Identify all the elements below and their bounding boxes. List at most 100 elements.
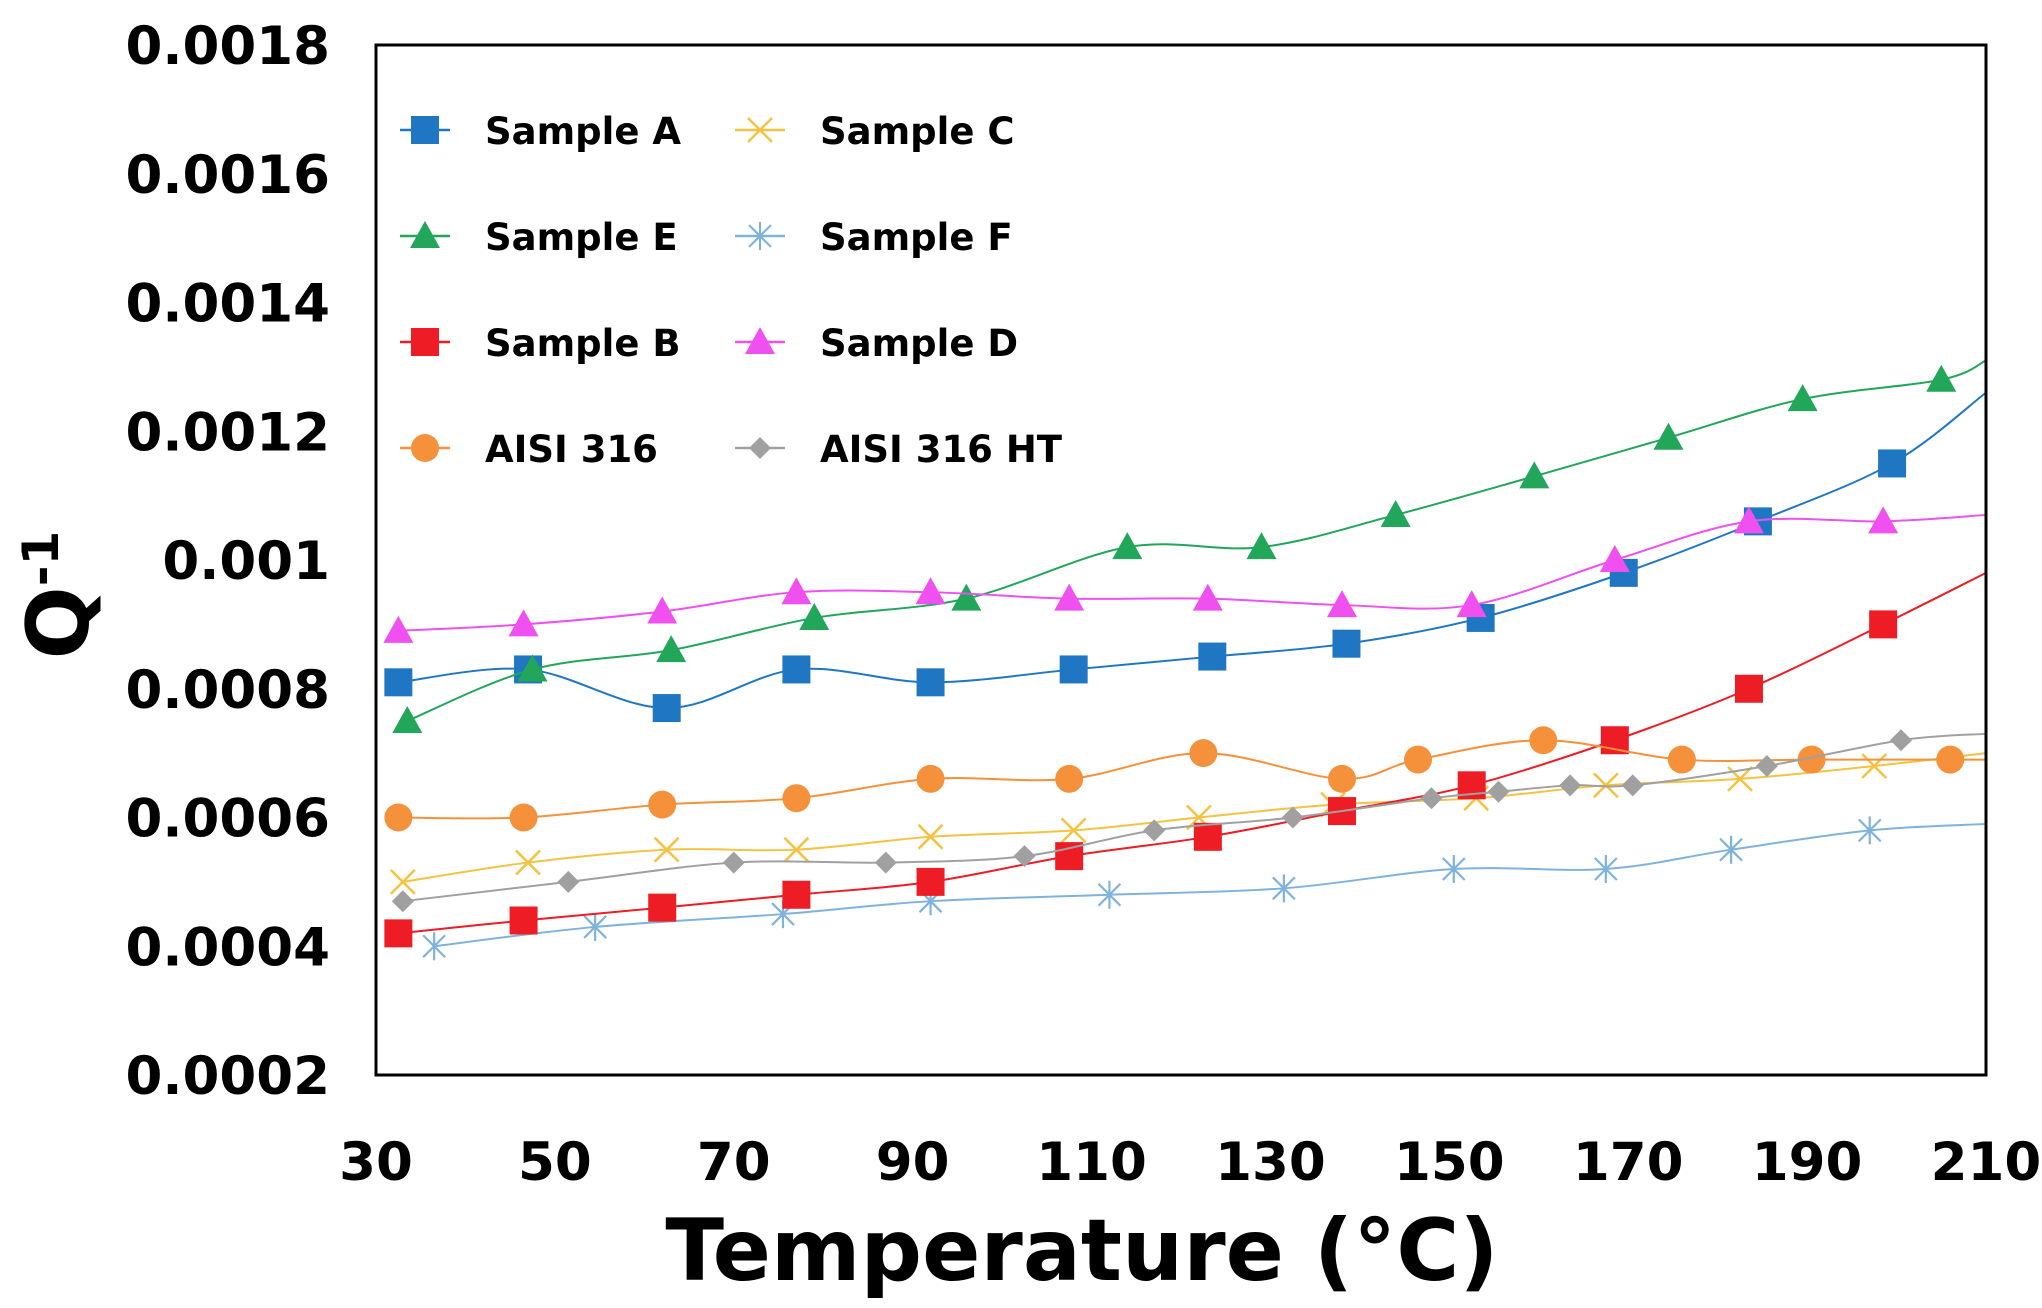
data-point (915, 577, 946, 605)
legend: Sample A Sample C Sample E Sample F Sample B… (400, 110, 1063, 471)
data-point (1857, 816, 1882, 845)
data-point (1327, 590, 1357, 618)
data-point (1878, 449, 1907, 478)
data-point (1246, 532, 1277, 560)
data-point (1667, 745, 1696, 774)
legend-label: AISI 316 HT (820, 428, 1063, 471)
x-tick-label: 70 (697, 1132, 771, 1193)
y-tick-label: 0.0016 (125, 145, 330, 206)
data-point (1059, 655, 1088, 684)
y-axis-title: Q-1 (9, 531, 109, 660)
data-point (1198, 642, 1227, 671)
data-point (1733, 506, 1764, 534)
data-point (384, 803, 413, 832)
series-aisi-316-ht (391, 729, 1987, 913)
legend-item: AISI 316 HT (735, 428, 1063, 471)
data-point (951, 583, 982, 611)
series-line (434, 822, 1987, 948)
data-point (648, 790, 677, 819)
data-point (782, 880, 811, 909)
data-point (509, 803, 538, 832)
data-point (722, 851, 745, 874)
legend-label: Sample D (820, 322, 1018, 365)
data-point (1519, 461, 1550, 489)
data-point (916, 764, 945, 793)
legend-marker (411, 434, 439, 462)
x-tick-label: 150 (1394, 1132, 1505, 1193)
data-point (557, 870, 580, 893)
series-layer (383, 359, 1987, 961)
data-point (1193, 822, 1222, 851)
data-point (647, 596, 678, 624)
data-point (917, 823, 944, 850)
data-point (799, 602, 830, 630)
data-point (1529, 726, 1558, 755)
y-tick-label: 0.0014 (125, 274, 330, 335)
plot-area-frame (374, 43, 1988, 1077)
data-point (422, 932, 446, 961)
legend-item: Sample F (735, 216, 1013, 259)
legend-item: Sample C (735, 110, 1014, 153)
y-tick-label: 0.0004 (125, 917, 330, 978)
legend-marker (411, 116, 439, 144)
data-point (781, 577, 812, 605)
legend-marker (411, 328, 439, 356)
data-point (1653, 422, 1684, 450)
data-point (1787, 384, 1818, 412)
legend-item: AISI 316 (400, 428, 658, 471)
data-point (392, 705, 423, 733)
legend-item: Sample B (400, 322, 681, 365)
data-point (1592, 772, 1619, 799)
y-tick-label: 0.0008 (125, 660, 330, 721)
data-point (1594, 855, 1618, 883)
legend-item: Sample E (400, 216, 678, 259)
data-point (648, 893, 677, 922)
legend-label: Sample C (820, 110, 1014, 153)
x-tick-label: 130 (1215, 1132, 1326, 1193)
data-point (653, 836, 680, 863)
x-tick-label: 30 (339, 1132, 413, 1193)
data-point (509, 906, 538, 935)
y-axis-title-superscript: -1 (12, 531, 70, 587)
legend-marker (745, 327, 775, 354)
data-point (1734, 674, 1763, 703)
data-point (515, 849, 541, 876)
data-point (874, 851, 897, 874)
data-point (1868, 506, 1899, 534)
data-point (384, 919, 413, 948)
data-point (1755, 755, 1778, 777)
data-point (1456, 590, 1487, 618)
legend-marker (749, 437, 771, 459)
x-axis-ticks: 30 50 70 90 110 130 150 170 190 210 (339, 1132, 2041, 1193)
data-point (1861, 753, 1888, 779)
legend-label: Sample A (485, 110, 681, 153)
series-sample-d (383, 506, 1987, 643)
data-point (1404, 745, 1433, 774)
data-point (1420, 787, 1443, 810)
data-point (1054, 583, 1085, 611)
data-point (508, 609, 539, 637)
data-point (1487, 780, 1510, 803)
data-point (1112, 532, 1143, 560)
data-point (1869, 610, 1898, 639)
x-tick-label: 50 (518, 1132, 592, 1193)
x-tick-label: 170 (1573, 1132, 1684, 1193)
data-point (1272, 874, 1296, 903)
data-point (1599, 545, 1630, 572)
y-tick-label: 0.0006 (125, 789, 330, 850)
data-point (384, 668, 413, 697)
y-axis-title-base: Q (9, 586, 109, 659)
y-tick-label: 0.0018 (125, 16, 330, 77)
x-tick-label: 90 (876, 1132, 950, 1193)
series-sample-a (384, 391, 1987, 723)
data-point (1719, 835, 1743, 864)
data-point (656, 635, 687, 663)
y-tick-label: 0.0012 (125, 402, 330, 463)
series-sample-e (392, 359, 1987, 733)
legend-label: AISI 316 (485, 428, 658, 471)
data-point (389, 868, 416, 895)
legend-item: Sample D (735, 322, 1018, 365)
data-point (916, 668, 945, 697)
x-tick-label: 190 (1752, 1132, 1863, 1193)
